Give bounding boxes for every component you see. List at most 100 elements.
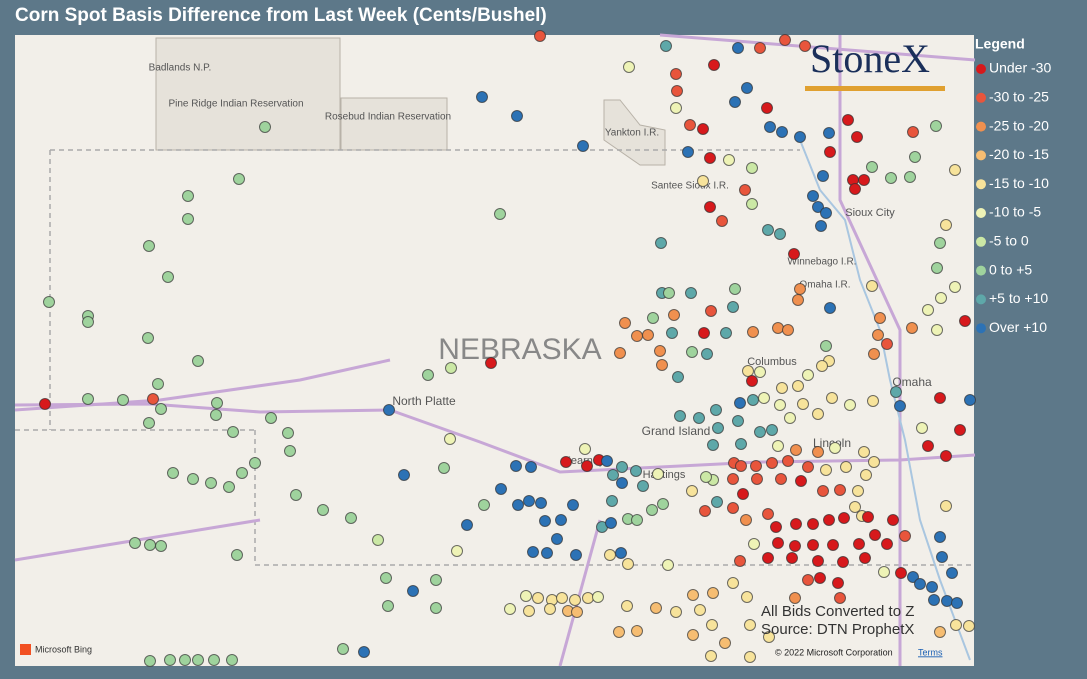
site-dot [853, 538, 865, 550]
title: Corn Spot Basis Difference from Last Wee… [15, 5, 547, 26]
site-dot [727, 577, 739, 589]
site-dot [823, 127, 835, 139]
site-dot [928, 594, 940, 606]
site-dot [654, 345, 666, 357]
legend-label: Over +10 [989, 319, 1047, 335]
site-dot [823, 514, 835, 526]
site-dot [249, 457, 261, 469]
legend-title: Legend [975, 36, 1025, 52]
site-dot [789, 592, 801, 604]
site-dot [881, 338, 893, 350]
site-dot [814, 572, 826, 584]
site-dot [824, 146, 836, 158]
site-dot [964, 394, 976, 406]
legend-marker [976, 92, 986, 103]
site-dot [764, 121, 776, 133]
site-dot [227, 426, 239, 438]
site-dot [630, 465, 642, 477]
site-dot [866, 280, 878, 292]
site-dot [407, 585, 419, 597]
site-dot [164, 654, 176, 666]
site-dot [746, 162, 758, 174]
site-dot [556, 592, 568, 604]
site-dot [744, 619, 756, 631]
site-dot [776, 382, 788, 394]
site-dot [704, 152, 716, 164]
site-dot [946, 567, 958, 579]
site-dot [735, 460, 747, 472]
site-dot [887, 514, 899, 526]
site-dot [511, 110, 523, 122]
site-dot [940, 450, 952, 462]
site-dot [934, 531, 946, 543]
site-dot [842, 114, 854, 126]
site-dot [744, 651, 756, 663]
site-dot [792, 294, 804, 306]
legend-marker [976, 121, 986, 132]
site-dot [747, 326, 759, 338]
site-dot [707, 439, 719, 451]
site-dot [844, 399, 856, 411]
site-dot [605, 517, 617, 529]
site-dot [380, 572, 392, 584]
site-dot [592, 591, 604, 603]
site-dot [959, 315, 971, 327]
legend-label: -5 to 0 [989, 233, 1029, 249]
site-dot [476, 91, 488, 103]
terms-link[interactable]: Terms [918, 647, 943, 657]
site-dot [631, 330, 643, 342]
site-dot [829, 442, 841, 454]
site-dot [807, 539, 819, 551]
state-borders [15, 149, 975, 566]
site-dot [766, 457, 778, 469]
site-dot [729, 283, 741, 295]
site-dot [616, 461, 628, 473]
site-dot [282, 427, 294, 439]
site-dot [794, 131, 806, 143]
site-dot [142, 332, 154, 344]
map-label: Pine Ridge Indian Reservation [168, 99, 303, 110]
site-dot [840, 461, 852, 473]
site-dot [82, 316, 94, 328]
site-dot [907, 126, 919, 138]
site-dot [155, 540, 167, 552]
site-dot [832, 577, 844, 589]
site-dot [775, 473, 787, 485]
site-dot [707, 587, 719, 599]
site-dot [820, 340, 832, 352]
site-dot [671, 85, 683, 97]
map-label: Santee Sioux I.R. [651, 181, 729, 192]
site-dot [604, 549, 616, 561]
site-dot [907, 571, 919, 583]
site-dot [693, 412, 705, 424]
map-label: Columbus [747, 356, 797, 368]
site-dot [729, 96, 741, 108]
site-dot [786, 552, 798, 564]
site-dot [621, 600, 633, 612]
site-dot [740, 514, 752, 526]
site-dot [152, 378, 164, 390]
site-dot [656, 359, 668, 371]
site-dot [582, 592, 594, 604]
site-dot [762, 552, 774, 564]
site-dot [284, 445, 296, 457]
site-dot [858, 174, 870, 186]
site-dot [660, 40, 672, 52]
legend-label: -25 to -20 [989, 117, 1049, 133]
site-dot [802, 461, 814, 473]
legend-marker [976, 179, 986, 190]
site-dot [697, 123, 709, 135]
map: Badlands N.P. Pine Ridge Indian Reservati… [14, 30, 976, 667]
river [799, 139, 971, 661]
site-dot [607, 469, 619, 481]
site-dot [922, 304, 934, 316]
legend-marker [976, 64, 986, 74]
site-dot [866, 161, 878, 173]
site-dot [532, 592, 544, 604]
site-dot [899, 530, 911, 542]
map-label: Sioux City [845, 207, 895, 219]
site-dot [205, 477, 217, 489]
site-dot [820, 207, 832, 219]
site-dot [192, 355, 204, 367]
site-dot [290, 489, 302, 501]
